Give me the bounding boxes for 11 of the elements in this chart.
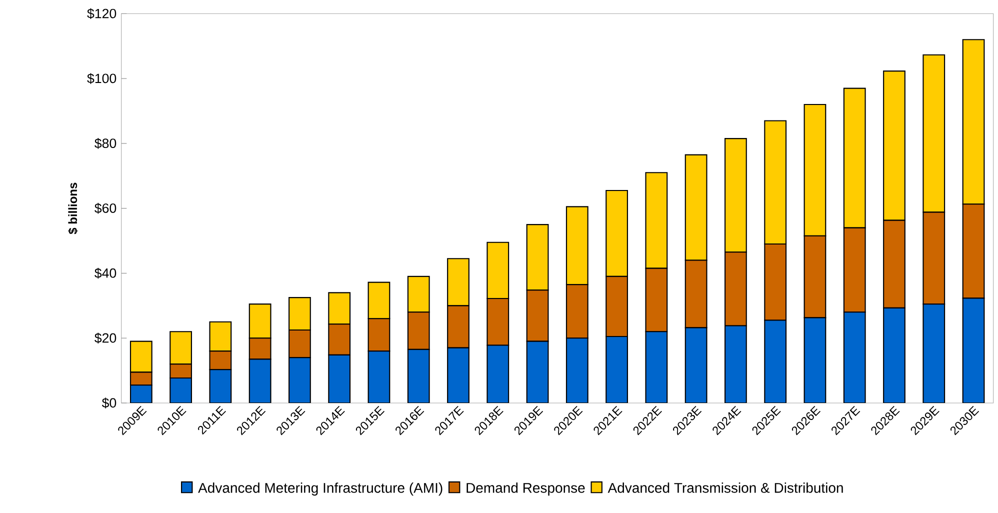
legend-label: Advanced Metering Infrastructure (AMI): [198, 482, 442, 496]
y-axis-title: $ billions: [68, 182, 78, 234]
y-tick-label: $40: [94, 268, 116, 279]
y-tick-label: $20: [94, 332, 116, 344]
y-tick-label: $60: [94, 202, 116, 214]
y-tick-label: $0: [102, 398, 116, 408]
y-tick-label: $80: [94, 138, 116, 149]
legend-label: Demand Response: [466, 482, 585, 496]
y-tick-label: $120: [87, 8, 116, 20]
y-tick-label: $100: [87, 73, 116, 84]
legend-label: Advanced Transmission & Distribution: [608, 482, 843, 493]
